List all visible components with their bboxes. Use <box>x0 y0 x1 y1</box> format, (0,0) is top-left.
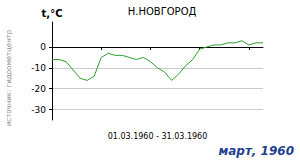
svg-text:0: 0 <box>40 42 46 52</box>
svg-text:-20: -20 <box>31 84 46 94</box>
svg-text:01.03.1960 - 31.03.1960: 01.03.1960 - 31.03.1960 <box>108 132 208 141</box>
svg-text:-30: -30 <box>31 105 46 115</box>
svg-text:-10: -10 <box>31 63 46 73</box>
svg-text:t,°C: t,°C <box>42 8 63 19</box>
svg-text:источник: гидрометцентр: источник: гидрометцентр <box>5 29 13 126</box>
svg-text:Н.НОВГОРОД: Н.НОВГОРОД <box>128 6 197 17</box>
svg-text:март, 1960: март, 1960 <box>218 144 294 158</box>
